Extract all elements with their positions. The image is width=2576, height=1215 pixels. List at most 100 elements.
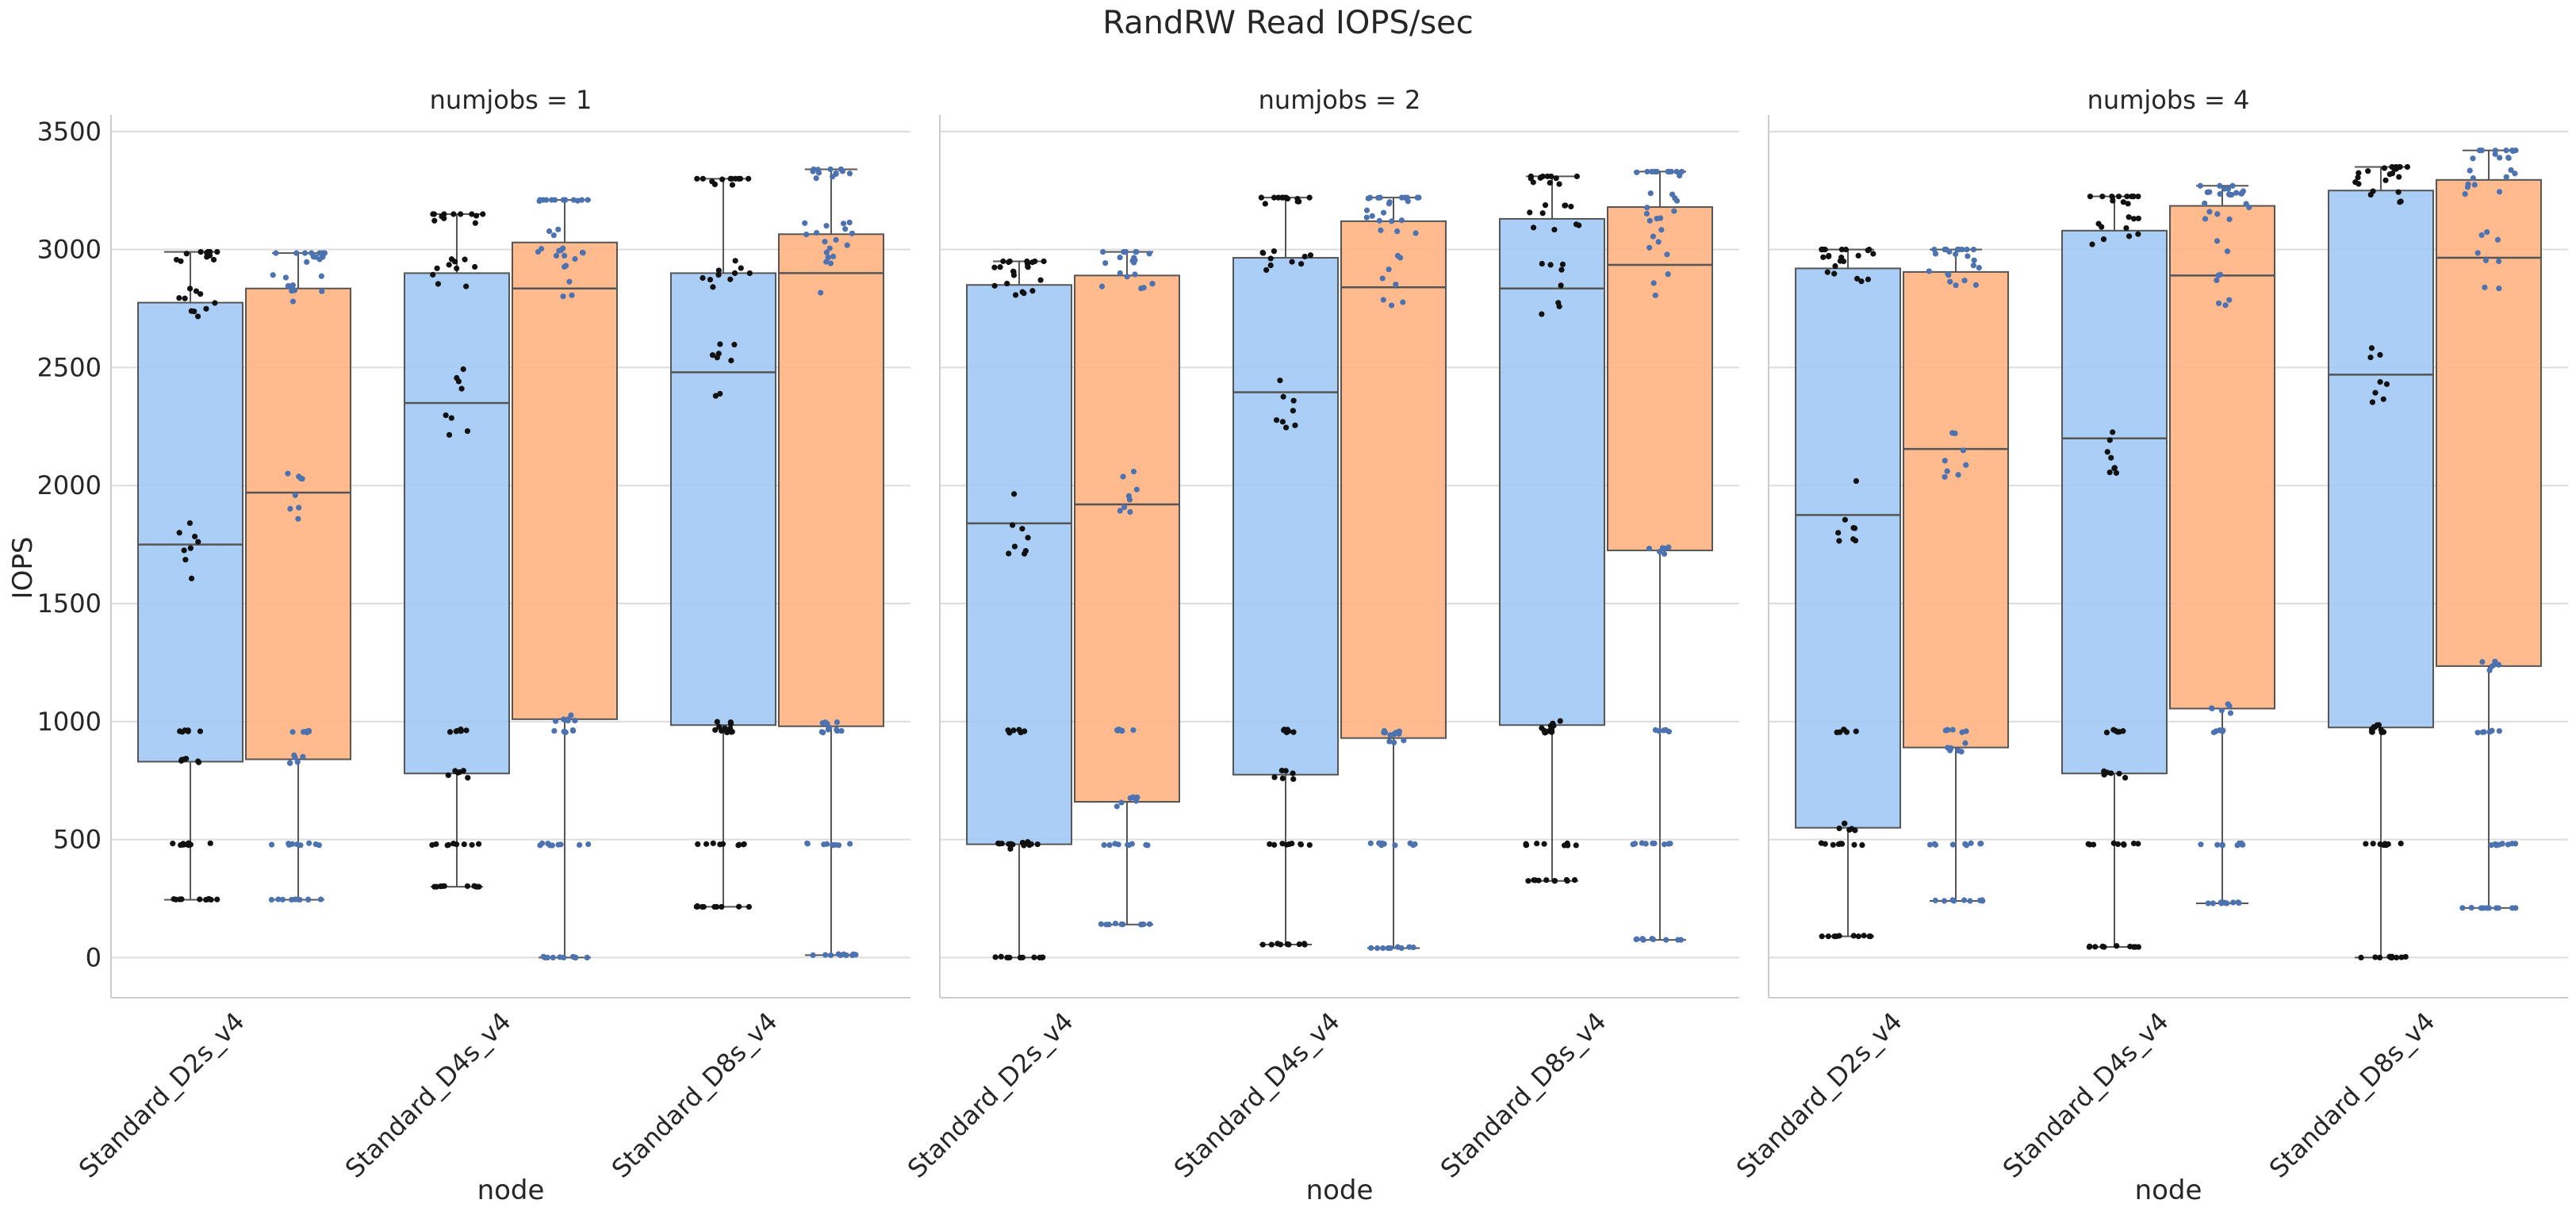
swarm-point — [695, 903, 701, 910]
swarm-point — [1368, 945, 1374, 951]
swarm-point — [1926, 268, 1932, 274]
swarm-point — [462, 256, 468, 263]
swarm-point — [1146, 251, 1152, 257]
swarm-point — [1118, 799, 1125, 806]
swarm-point — [1275, 941, 1281, 947]
swarm-point — [1011, 491, 1018, 497]
box-iqr — [1606, 206, 1713, 552]
swarm-point — [2404, 163, 2410, 171]
swarm-point — [2496, 258, 2502, 265]
swarm-point — [1963, 462, 1969, 468]
swarm-point — [1279, 841, 1286, 847]
swarm-point — [1942, 473, 1948, 480]
swarm-point — [1117, 255, 1123, 261]
swarm-point — [1942, 458, 1948, 464]
swarm-point — [1822, 841, 1828, 847]
y-tick-label: 3500 — [37, 117, 102, 147]
swarm-point — [1010, 727, 1017, 734]
swarm-point — [1394, 252, 1401, 259]
swarm-point — [1007, 845, 1014, 852]
swarm-point — [458, 385, 465, 392]
swarm-point — [1290, 408, 1296, 414]
swarm-point — [2398, 840, 2404, 847]
swarm-point — [2110, 429, 2116, 435]
swarm-point — [1017, 954, 1024, 961]
swarm-point — [1527, 209, 1533, 216]
swarm-point — [480, 211, 486, 217]
x-tick-label: Standard_D4s_v4 — [1168, 1006, 1346, 1184]
swarm-point — [1025, 263, 1031, 270]
swarm-point — [811, 166, 817, 173]
swarm-point — [2479, 659, 2486, 665]
swarm-point — [1034, 841, 1041, 848]
swarm-point — [2367, 355, 2374, 361]
swarm-point — [1271, 841, 1278, 848]
swarm-point — [461, 841, 467, 848]
swarm-point — [173, 896, 179, 903]
swarm-point — [818, 289, 824, 296]
swarm-point — [1296, 941, 1302, 948]
swarm-point — [1853, 728, 1859, 734]
swarm-point — [2372, 389, 2379, 396]
box-iqr — [245, 287, 352, 761]
swarm-point — [433, 841, 439, 847]
swarm-point — [1019, 839, 1025, 846]
swarm-point — [2235, 899, 2241, 906]
swarm-point — [2205, 900, 2211, 906]
swarm-point — [1539, 260, 1545, 267]
swarm-point — [300, 753, 306, 760]
swarm-point — [1258, 194, 1264, 201]
swarm-point — [287, 505, 293, 512]
swarm-point — [1832, 263, 1838, 270]
swarm-point — [2471, 182, 2478, 188]
swarm-point — [822, 239, 828, 245]
swarm-point — [1267, 255, 1274, 262]
swarm-point — [823, 249, 830, 255]
swarm-point — [193, 288, 200, 294]
swarm-point — [846, 171, 853, 177]
swarm-point — [289, 896, 295, 903]
swarm-point — [822, 719, 829, 726]
swarm-point — [204, 254, 210, 260]
swarm-point — [2352, 179, 2359, 186]
swarm-point — [1382, 729, 1388, 736]
swarm-point — [2123, 224, 2129, 232]
swarm-point — [827, 166, 834, 173]
box-iqr — [1498, 217, 1605, 726]
swarm-point — [316, 842, 322, 849]
swarm-point — [2121, 841, 2127, 848]
panel-title: numjobs = 4 — [2087, 85, 2250, 115]
swarm-point — [179, 729, 186, 735]
swarm-point — [2229, 191, 2235, 198]
swarm-point — [1571, 876, 1578, 883]
swarm-point — [821, 841, 827, 848]
swarm-point — [268, 841, 275, 848]
swarm-point — [186, 519, 194, 527]
swarm-point — [1850, 933, 1857, 939]
x-tick-label: Standard_D4s_v4 — [339, 1006, 517, 1184]
swarm-point — [2226, 703, 2233, 709]
swarm-point — [187, 545, 194, 551]
swarm-point — [2368, 345, 2375, 351]
swarm-point — [1523, 841, 1529, 847]
swarm-point — [1010, 268, 1017, 274]
swarm-point — [838, 952, 844, 959]
swarm-point — [447, 729, 454, 735]
swarm-point — [1548, 173, 1554, 179]
swarm-point — [1564, 878, 1570, 884]
swarm-point — [317, 896, 324, 903]
swarm-point — [1374, 945, 1381, 952]
swarm-point — [2378, 726, 2384, 733]
swarm-point — [2214, 238, 2221, 244]
swarm-point — [991, 264, 998, 270]
swarm-point — [1831, 933, 1838, 940]
swarm-point — [1279, 775, 1286, 782]
swarm-point — [2468, 904, 2474, 911]
swarm-point — [2478, 232, 2485, 239]
swarm-point — [1537, 174, 1543, 181]
swarm-point — [1852, 538, 1859, 544]
swarm-point — [2509, 905, 2516, 911]
swarm-point — [320, 250, 326, 256]
swarm-point — [192, 533, 198, 540]
